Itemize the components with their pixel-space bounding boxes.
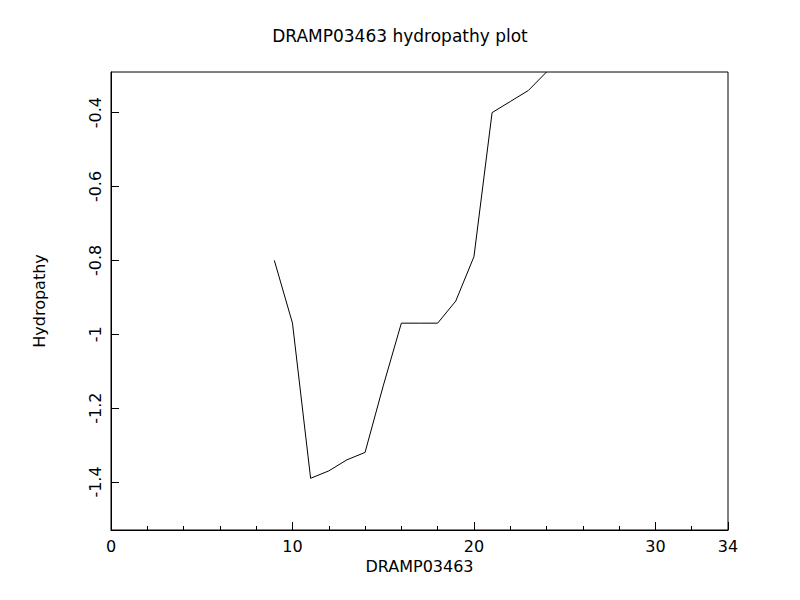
svg-text:DRAMP03463 hydropathy plot: DRAMP03463 hydropathy plot: [272, 26, 528, 46]
svg-text:-1.2: -1.2: [86, 393, 105, 424]
svg-text:-0.4: -0.4: [86, 97, 105, 128]
svg-text:DRAMP03463: DRAMP03463: [365, 557, 473, 576]
svg-text:Hydropathy: Hydropathy: [30, 254, 49, 348]
svg-text:-0.6: -0.6: [86, 171, 105, 202]
svg-text:10: 10: [282, 537, 302, 556]
svg-text:34: 34: [718, 537, 738, 556]
svg-text:-1.4: -1.4: [86, 466, 105, 497]
svg-text:-1: -1: [86, 326, 105, 342]
svg-text:0: 0: [106, 537, 116, 556]
svg-text:30: 30: [645, 537, 665, 556]
svg-text:-0.8: -0.8: [86, 245, 105, 276]
svg-text:20: 20: [464, 537, 484, 556]
